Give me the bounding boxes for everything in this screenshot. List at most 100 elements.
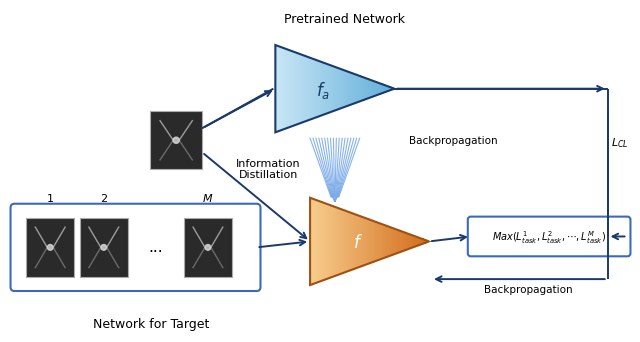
FancyBboxPatch shape: [397, 229, 399, 253]
FancyBboxPatch shape: [296, 52, 298, 125]
FancyBboxPatch shape: [346, 211, 349, 272]
FancyBboxPatch shape: [383, 224, 385, 259]
Polygon shape: [35, 226, 47, 247]
FancyBboxPatch shape: [409, 234, 412, 249]
FancyBboxPatch shape: [280, 47, 282, 131]
FancyBboxPatch shape: [342, 210, 345, 273]
FancyBboxPatch shape: [344, 210, 347, 273]
FancyBboxPatch shape: [10, 204, 260, 291]
FancyBboxPatch shape: [358, 215, 361, 267]
FancyBboxPatch shape: [368, 79, 371, 98]
FancyBboxPatch shape: [350, 73, 353, 105]
FancyBboxPatch shape: [356, 75, 358, 103]
FancyBboxPatch shape: [310, 57, 312, 120]
FancyBboxPatch shape: [334, 207, 337, 276]
FancyBboxPatch shape: [312, 198, 315, 284]
FancyBboxPatch shape: [427, 241, 429, 242]
Polygon shape: [53, 226, 65, 247]
FancyBboxPatch shape: [399, 230, 401, 252]
FancyBboxPatch shape: [324, 63, 326, 115]
FancyBboxPatch shape: [287, 50, 290, 128]
FancyBboxPatch shape: [316, 60, 318, 118]
Circle shape: [205, 245, 211, 250]
Polygon shape: [53, 247, 65, 268]
FancyBboxPatch shape: [336, 207, 339, 275]
FancyBboxPatch shape: [423, 239, 426, 244]
Text: $L_{CL}$: $L_{CL}$: [611, 136, 628, 150]
FancyBboxPatch shape: [360, 76, 363, 101]
Polygon shape: [88, 226, 100, 247]
FancyBboxPatch shape: [362, 77, 365, 101]
FancyBboxPatch shape: [340, 209, 343, 274]
FancyBboxPatch shape: [285, 49, 288, 129]
FancyBboxPatch shape: [312, 58, 314, 119]
FancyBboxPatch shape: [318, 201, 321, 282]
FancyBboxPatch shape: [330, 205, 333, 278]
FancyBboxPatch shape: [277, 46, 280, 132]
FancyBboxPatch shape: [340, 69, 342, 109]
FancyBboxPatch shape: [330, 65, 332, 112]
Polygon shape: [88, 247, 100, 268]
FancyBboxPatch shape: [407, 233, 410, 250]
FancyBboxPatch shape: [380, 83, 383, 94]
FancyBboxPatch shape: [372, 80, 374, 97]
FancyBboxPatch shape: [387, 226, 389, 257]
FancyBboxPatch shape: [394, 88, 397, 89]
FancyBboxPatch shape: [382, 84, 385, 93]
FancyBboxPatch shape: [388, 87, 391, 91]
FancyBboxPatch shape: [316, 200, 319, 283]
FancyBboxPatch shape: [390, 87, 393, 90]
FancyBboxPatch shape: [360, 216, 363, 266]
FancyBboxPatch shape: [303, 55, 306, 122]
FancyBboxPatch shape: [356, 215, 359, 268]
FancyBboxPatch shape: [298, 53, 300, 124]
FancyBboxPatch shape: [291, 51, 294, 127]
FancyBboxPatch shape: [328, 205, 331, 278]
FancyBboxPatch shape: [339, 208, 341, 275]
FancyBboxPatch shape: [344, 70, 346, 107]
FancyBboxPatch shape: [468, 216, 630, 256]
FancyBboxPatch shape: [354, 74, 356, 104]
FancyBboxPatch shape: [150, 111, 202, 169]
FancyBboxPatch shape: [334, 66, 337, 111]
FancyBboxPatch shape: [384, 85, 387, 92]
FancyBboxPatch shape: [26, 218, 74, 277]
FancyBboxPatch shape: [80, 218, 127, 277]
FancyBboxPatch shape: [275, 45, 278, 132]
FancyBboxPatch shape: [320, 201, 323, 281]
Circle shape: [47, 245, 53, 250]
Text: ...: ...: [148, 240, 163, 255]
Polygon shape: [179, 120, 193, 140]
Text: $Max(L^1_{task}, L^2_{task}, \cdots, L^M_{task})$: $Max(L^1_{task}, L^2_{task}, \cdots, L^M…: [492, 229, 606, 246]
FancyBboxPatch shape: [282, 47, 284, 130]
FancyBboxPatch shape: [342, 69, 344, 108]
FancyBboxPatch shape: [379, 223, 381, 260]
Polygon shape: [159, 140, 173, 160]
Text: Backpropagation: Backpropagation: [409, 136, 498, 146]
FancyBboxPatch shape: [388, 227, 391, 256]
FancyBboxPatch shape: [421, 238, 424, 245]
FancyBboxPatch shape: [353, 213, 355, 269]
FancyBboxPatch shape: [328, 64, 330, 113]
FancyBboxPatch shape: [336, 67, 339, 110]
FancyBboxPatch shape: [392, 88, 395, 89]
FancyBboxPatch shape: [314, 199, 317, 284]
Text: Network for Target: Network for Target: [93, 318, 209, 331]
Text: Pretrained Network: Pretrained Network: [284, 13, 405, 26]
FancyBboxPatch shape: [403, 232, 405, 251]
FancyBboxPatch shape: [376, 82, 379, 95]
Polygon shape: [107, 226, 119, 247]
FancyBboxPatch shape: [374, 81, 377, 96]
FancyBboxPatch shape: [370, 80, 372, 97]
FancyBboxPatch shape: [306, 56, 308, 121]
FancyBboxPatch shape: [346, 71, 348, 106]
FancyBboxPatch shape: [332, 66, 334, 111]
FancyBboxPatch shape: [284, 48, 286, 129]
Text: 1: 1: [47, 194, 54, 204]
FancyBboxPatch shape: [300, 54, 302, 123]
FancyBboxPatch shape: [314, 59, 316, 118]
FancyBboxPatch shape: [377, 222, 379, 261]
Text: Backpropagation: Backpropagation: [484, 285, 573, 295]
FancyBboxPatch shape: [411, 235, 413, 248]
FancyBboxPatch shape: [385, 225, 387, 258]
